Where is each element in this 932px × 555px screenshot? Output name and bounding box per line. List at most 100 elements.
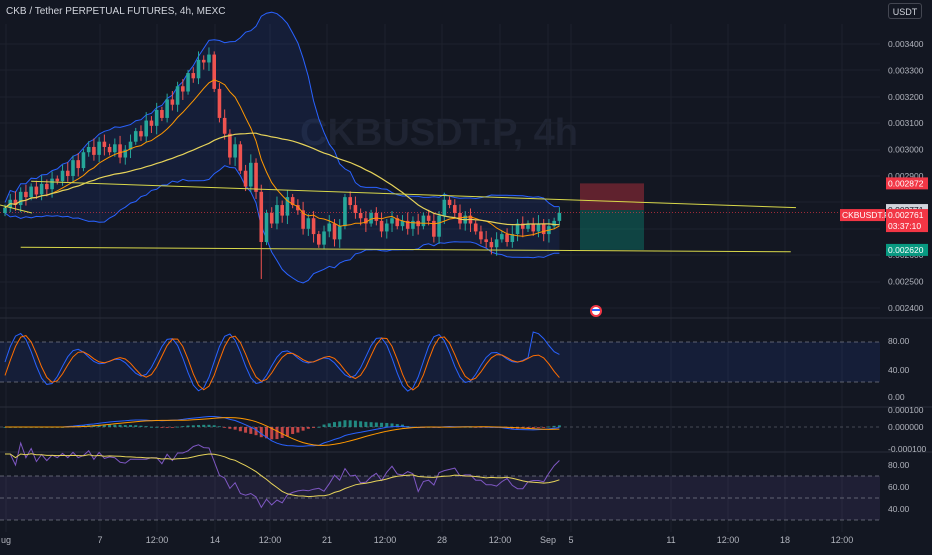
countdown-label-bg [886, 220, 928, 233]
x-tick-label: 5 [568, 535, 573, 545]
candle [60, 170, 65, 182]
candle [249, 162, 253, 187]
candle [458, 212, 462, 224]
candle [358, 212, 363, 219]
candle [400, 220, 405, 227]
macd-histogram-bar [217, 426, 221, 428]
candle [484, 239, 488, 242]
candle [269, 212, 274, 224]
candle [473, 223, 478, 232]
macd-histogram-bar [144, 426, 148, 427]
candle [494, 239, 499, 248]
macd-histogram-bar [547, 426, 551, 428]
ma-short-line [4, 79, 560, 237]
candle [243, 170, 248, 187]
stop-loss-label: 0.002872 [888, 178, 924, 188]
ma-long-line [4, 132, 560, 226]
candle [426, 215, 431, 221]
macd-histogram-bar [531, 427, 535, 429]
y-tick-label: 0.002500 [888, 277, 924, 287]
candle [275, 205, 279, 224]
y-tick-label: 0.003300 [888, 65, 924, 75]
candle [332, 223, 337, 240]
trendlines[interactable] [0, 180, 797, 253]
candle [3, 207, 7, 213]
macd-histogram-bar [249, 427, 253, 434]
x-tick-label: 12:00 [146, 535, 169, 545]
macd-histogram-bar [197, 425, 201, 427]
candle [160, 110, 164, 118]
candle [505, 234, 509, 242]
candle [39, 183, 44, 195]
macd-histogram-bar [165, 427, 169, 428]
last-price-label: 0.002761 [888, 210, 924, 220]
candle [337, 226, 342, 240]
macd-histogram-bar [139, 425, 143, 427]
candle [541, 223, 546, 235]
symbol-title[interactable]: CKB / Tether PERPETUAL FUTURES, 4h, MEXC [6, 6, 226, 17]
candle [437, 215, 441, 237]
candle [411, 220, 415, 229]
macd-histogram-bar [129, 425, 133, 427]
x-tick-label: Sep [540, 535, 556, 545]
last-price-label-bg [886, 209, 928, 222]
y-tick-label: 0.002900 [888, 171, 924, 181]
candle [395, 218, 400, 227]
macd-histogram-bar [223, 427, 227, 428]
candle [128, 141, 133, 150]
candles [3, 47, 562, 279]
macd-histogram-bar [113, 424, 117, 427]
candle [379, 220, 384, 232]
candle [133, 131, 138, 142]
candle [520, 223, 525, 229]
macd-histogram-bar [123, 425, 127, 427]
macd-histogram-bar [306, 427, 310, 429]
pane-tick-label: 40.00 [888, 365, 910, 375]
macd-histogram-bar [244, 427, 248, 433]
macd-histogram-bar [296, 427, 300, 433]
take-profit-label-bg [886, 243, 928, 256]
macd-histogram-bar [170, 427, 174, 428]
pane-tick-label: 40.00 [888, 504, 910, 514]
candle [369, 212, 373, 224]
currency-selector[interactable]: USDT [888, 3, 922, 19]
macd-histogram-bar [317, 426, 321, 428]
candle [102, 141, 107, 147]
candle [97, 141, 101, 155]
candle [118, 144, 122, 158]
macd-histogram-bar [291, 427, 295, 435]
y-tick-label: 0.003400 [888, 39, 924, 49]
candle [233, 144, 237, 158]
macd-histogram-bar [181, 426, 185, 427]
stochastic-pane: 80.00 40.00 0.00 [0, 331, 910, 402]
macd-pane: 0.000100 0.000000 -0.000100 [0, 405, 927, 454]
candle [526, 223, 530, 229]
candle [259, 191, 264, 242]
symbol-watermark: CKBUSDT.P, 4h [300, 112, 578, 154]
candle [264, 212, 269, 242]
candle [296, 205, 300, 211]
macd-histogram-bar [108, 424, 112, 427]
macd-histogram-bar [202, 424, 206, 427]
macd-histogram-bar [374, 422, 378, 427]
candle [175, 86, 180, 105]
macd-histogram-bar [390, 423, 394, 427]
us-flag-icon[interactable] [590, 305, 602, 317]
candle [442, 199, 447, 216]
candle [405, 220, 410, 229]
candle [238, 144, 243, 171]
candle [113, 144, 117, 153]
x-tick-label: 11 [666, 535, 675, 545]
candle [254, 162, 258, 192]
macd-histogram-bar [134, 425, 138, 427]
macd-histogram-bar [353, 420, 357, 427]
candle [421, 215, 426, 227]
candle [170, 99, 175, 105]
candle [489, 242, 494, 248]
candle [81, 152, 86, 169]
position-tool[interactable] [0, 183, 880, 250]
macd-histogram-bar [406, 426, 410, 427]
rsi-ma-line [5, 453, 560, 498]
candle [327, 223, 332, 232]
